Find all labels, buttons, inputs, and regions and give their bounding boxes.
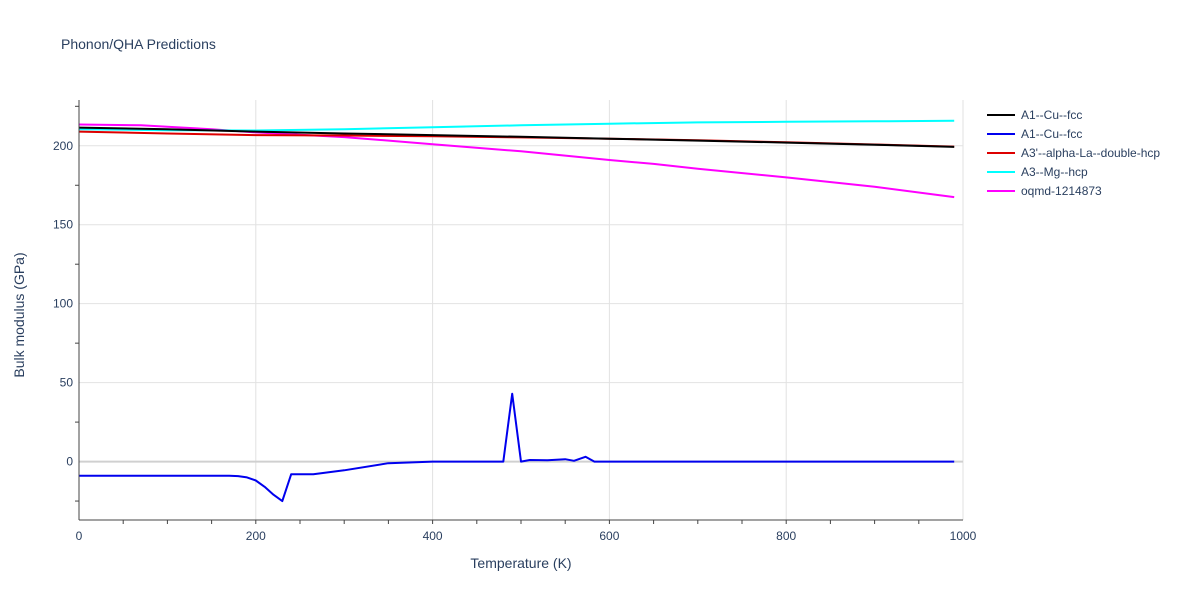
grid <box>75 100 964 524</box>
legend-label: A1--Cu--fcc <box>1021 127 1082 141</box>
legend-label: A3'--alpha-La--double-hcp <box>1021 146 1160 160</box>
x-axis-title: Temperature (K) <box>470 555 571 571</box>
axes <box>78 100 963 521</box>
y-axis-title: Bulk modulus (GPa) <box>11 252 27 377</box>
legend-label: A1--Cu--fcc <box>1021 108 1082 122</box>
y-tick-label: 0 <box>66 455 73 469</box>
legend-item[interactable]: A1--Cu--fcc <box>987 108 1082 122</box>
legend-label: A3--Mg--hcp <box>1021 165 1088 179</box>
x-tick-label: 200 <box>246 529 266 543</box>
series-layer <box>78 119 955 503</box>
x-tick-label: 0 <box>76 529 83 543</box>
y-tick-label: 200 <box>53 139 73 153</box>
series-line-0[interactable] <box>78 126 955 148</box>
x-tick-label: 1000 <box>950 529 977 543</box>
tick-labels: 0 200 400 600 800 1000 0 50 100 150 200 <box>53 139 977 543</box>
legend-item[interactable]: A3--Mg--hcp <box>987 165 1088 179</box>
legend[interactable]: A1--Cu--fcc A1--Cu--fcc A3'--alpha-La--dou… <box>987 108 1160 198</box>
series-line-1[interactable] <box>79 392 955 503</box>
series-line-4[interactable] <box>78 123 955 199</box>
x-tick-label: 600 <box>599 529 619 543</box>
legend-item[interactable]: A3'--alpha-La--double-hcp <box>987 146 1160 160</box>
legend-item[interactable]: oqmd-1214873 <box>987 184 1102 198</box>
legend-label: oqmd-1214873 <box>1021 184 1102 198</box>
y-tick-label: 150 <box>53 218 73 232</box>
x-tick-label: 800 <box>776 529 796 543</box>
x-tick-label: 400 <box>423 529 443 543</box>
legend-item[interactable]: A1--Cu--fcc <box>987 127 1082 141</box>
chart-title: Phonon/QHA Predictions <box>61 36 216 52</box>
y-tick-label: 100 <box>53 297 73 311</box>
y-tick-label: 50 <box>60 376 74 390</box>
